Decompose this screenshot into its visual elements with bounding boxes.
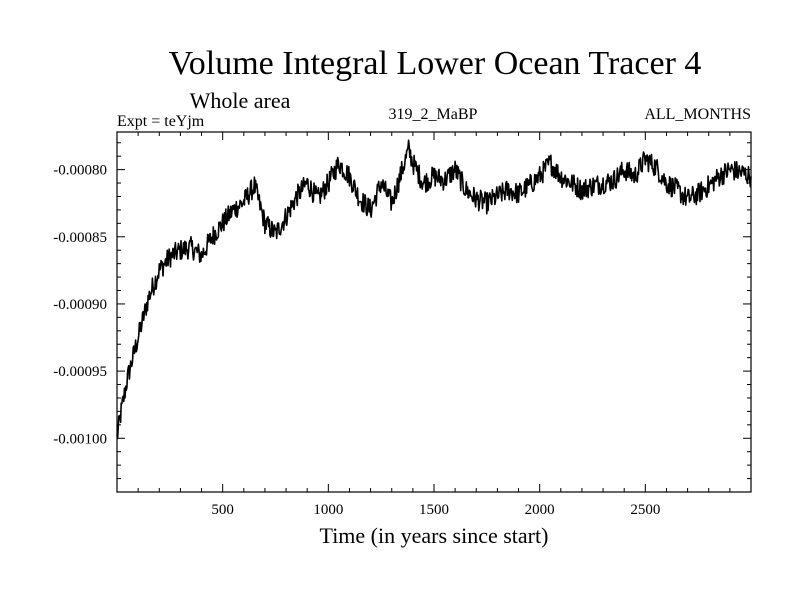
experiment-label: Expt = teYjm [117, 113, 205, 130]
y-tick-label: -0.00095 [53, 364, 107, 380]
chart-subtitle: Whole area [190, 88, 291, 113]
series-line [116, 139, 752, 440]
x-tick-label: 2000 [525, 502, 555, 518]
chart-title: Volume Integral Lower Ocean Tracer 4 [169, 45, 702, 82]
x-tick-label: 1000 [313, 502, 343, 518]
x-axis-label: Time (in years since start) [320, 523, 549, 548]
x-axis-ticks: 500 1000 1500 2000 2500 [137, 132, 731, 518]
y-tick-label: -0.00090 [53, 297, 107, 313]
y-axis-ticks: -0.00080 -0.00085 -0.00090 -0.00095 -0.00100 [53, 142, 751, 480]
y-tick-label: -0.00080 [53, 163, 107, 179]
y-tick-label: -0.00085 [53, 230, 107, 246]
series-layer [116, 139, 752, 440]
y-tick-label: -0.00100 [53, 431, 107, 447]
x-tick-label: 500 [211, 502, 234, 518]
x-tick-label: 1500 [419, 502, 449, 518]
plot-frame [116, 131, 752, 493]
months-label: ALL_MONTHS [644, 106, 751, 123]
run-label: 319_2_MaBP [389, 106, 478, 123]
x-tick-label: 2500 [630, 502, 660, 518]
